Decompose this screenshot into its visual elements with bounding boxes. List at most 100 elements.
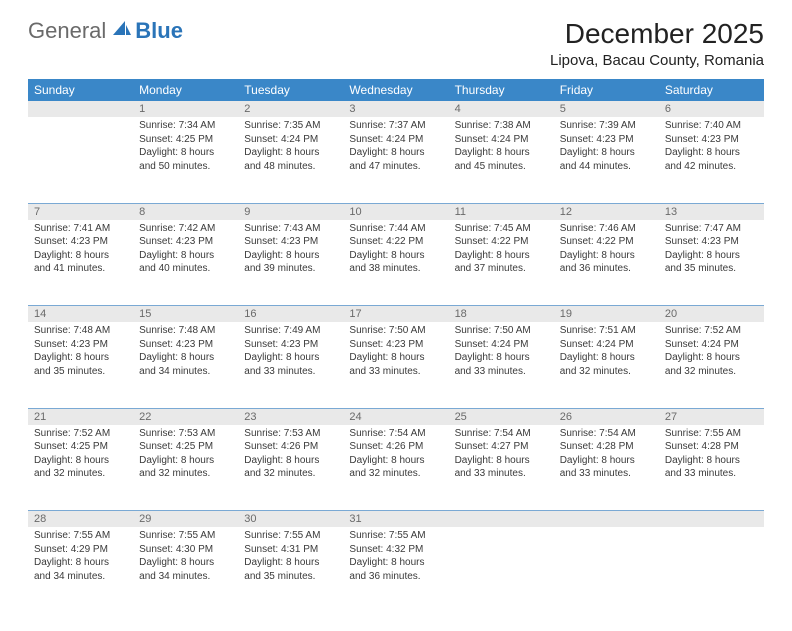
sunset-text: Sunset: 4:32 PM xyxy=(349,543,442,557)
sunset-text: Sunset: 4:23 PM xyxy=(139,338,232,352)
day-header: Saturday xyxy=(659,79,764,101)
sunrise-text: Sunrise: 7:50 AM xyxy=(455,324,548,338)
day-number xyxy=(554,511,659,528)
daylight-text: Daylight: 8 hours and 36 minutes. xyxy=(349,556,442,583)
day-cell: Sunrise: 7:35 AMSunset: 4:24 PMDaylight:… xyxy=(238,117,343,203)
day-number: 11 xyxy=(449,203,554,220)
day-number: 28 xyxy=(28,511,133,528)
daylight-text: Daylight: 8 hours and 32 minutes. xyxy=(139,454,232,481)
daylight-text: Daylight: 8 hours and 36 minutes. xyxy=(560,249,653,276)
daylight-text: Daylight: 8 hours and 33 minutes. xyxy=(244,351,337,378)
logo: General Blue xyxy=(28,18,183,44)
daylight-text: Daylight: 8 hours and 50 minutes. xyxy=(139,146,232,173)
daylight-text: Daylight: 8 hours and 34 minutes. xyxy=(34,556,127,583)
day-number: 5 xyxy=(554,101,659,117)
sunset-text: Sunset: 4:30 PM xyxy=(139,543,232,557)
daylight-text: Daylight: 8 hours and 47 minutes. xyxy=(349,146,442,173)
day-number xyxy=(449,511,554,528)
sunset-text: Sunset: 4:25 PM xyxy=(34,440,127,454)
day-number: 19 xyxy=(554,306,659,323)
day-cell: Sunrise: 7:53 AMSunset: 4:26 PMDaylight:… xyxy=(238,425,343,511)
sunrise-text: Sunrise: 7:48 AM xyxy=(139,324,232,338)
sunrise-text: Sunrise: 7:54 AM xyxy=(455,427,548,441)
day-number: 8 xyxy=(133,203,238,220)
sunset-text: Sunset: 4:23 PM xyxy=(34,235,127,249)
header: General Blue December 2025 Lipova, Bacau… xyxy=(28,18,764,69)
daylight-text: Daylight: 8 hours and 32 minutes. xyxy=(665,351,758,378)
day-number: 4 xyxy=(449,101,554,117)
sunset-text: Sunset: 4:25 PM xyxy=(139,133,232,147)
day-cell: Sunrise: 7:50 AMSunset: 4:23 PMDaylight:… xyxy=(343,322,448,408)
sunrise-text: Sunrise: 7:49 AM xyxy=(244,324,337,338)
day-cell: Sunrise: 7:39 AMSunset: 4:23 PMDaylight:… xyxy=(554,117,659,203)
day-number: 2 xyxy=(238,101,343,117)
day-number xyxy=(659,511,764,528)
day-cell: Sunrise: 7:45 AMSunset: 4:22 PMDaylight:… xyxy=(449,220,554,306)
day-number: 17 xyxy=(343,306,448,323)
day-number: 22 xyxy=(133,408,238,425)
day-number: 12 xyxy=(554,203,659,220)
daylight-text: Daylight: 8 hours and 37 minutes. xyxy=(455,249,548,276)
day-number: 7 xyxy=(28,203,133,220)
day-header-row: Sunday Monday Tuesday Wednesday Thursday… xyxy=(28,79,764,101)
day-number: 15 xyxy=(133,306,238,323)
sunset-text: Sunset: 4:23 PM xyxy=(349,338,442,352)
daylight-text: Daylight: 8 hours and 44 minutes. xyxy=(560,146,653,173)
day-number: 26 xyxy=(554,408,659,425)
content-row: Sunrise: 7:55 AMSunset: 4:29 PMDaylight:… xyxy=(28,527,764,613)
sunrise-text: Sunrise: 7:46 AM xyxy=(560,222,653,236)
day-cell: Sunrise: 7:51 AMSunset: 4:24 PMDaylight:… xyxy=(554,322,659,408)
day-cell: Sunrise: 7:48 AMSunset: 4:23 PMDaylight:… xyxy=(133,322,238,408)
sunset-text: Sunset: 4:24 PM xyxy=(455,133,548,147)
sunrise-text: Sunrise: 7:44 AM xyxy=(349,222,442,236)
day-cell: Sunrise: 7:55 AMSunset: 4:28 PMDaylight:… xyxy=(659,425,764,511)
day-cell xyxy=(554,527,659,613)
day-cell: Sunrise: 7:48 AMSunset: 4:23 PMDaylight:… xyxy=(28,322,133,408)
sunset-text: Sunset: 4:27 PM xyxy=(455,440,548,454)
day-cell: Sunrise: 7:55 AMSunset: 4:32 PMDaylight:… xyxy=(343,527,448,613)
day-cell: Sunrise: 7:55 AMSunset: 4:31 PMDaylight:… xyxy=(238,527,343,613)
daylight-text: Daylight: 8 hours and 32 minutes. xyxy=(349,454,442,481)
content-row: Sunrise: 7:34 AMSunset: 4:25 PMDaylight:… xyxy=(28,117,764,203)
day-header: Friday xyxy=(554,79,659,101)
day-number: 29 xyxy=(133,511,238,528)
sunset-text: Sunset: 4:22 PM xyxy=(349,235,442,249)
day-number: 20 xyxy=(659,306,764,323)
daylight-text: Daylight: 8 hours and 33 minutes. xyxy=(455,351,548,378)
sunrise-text: Sunrise: 7:39 AM xyxy=(560,119,653,133)
sunset-text: Sunset: 4:23 PM xyxy=(139,235,232,249)
sunrise-text: Sunrise: 7:55 AM xyxy=(665,427,758,441)
sunrise-text: Sunrise: 7:37 AM xyxy=(349,119,442,133)
day-number: 13 xyxy=(659,203,764,220)
sunset-text: Sunset: 4:26 PM xyxy=(349,440,442,454)
sunset-text: Sunset: 4:23 PM xyxy=(665,235,758,249)
logo-text-general: General xyxy=(28,18,106,44)
daylight-text: Daylight: 8 hours and 32 minutes. xyxy=(244,454,337,481)
sunset-text: Sunset: 4:22 PM xyxy=(560,235,653,249)
day-cell: Sunrise: 7:34 AMSunset: 4:25 PMDaylight:… xyxy=(133,117,238,203)
day-number: 21 xyxy=(28,408,133,425)
day-cell: Sunrise: 7:42 AMSunset: 4:23 PMDaylight:… xyxy=(133,220,238,306)
sunset-text: Sunset: 4:23 PM xyxy=(34,338,127,352)
daynum-row: 123456 xyxy=(28,101,764,117)
day-cell: Sunrise: 7:41 AMSunset: 4:23 PMDaylight:… xyxy=(28,220,133,306)
day-number: 6 xyxy=(659,101,764,117)
sunset-text: Sunset: 4:31 PM xyxy=(244,543,337,557)
logo-text-blue: Blue xyxy=(135,18,183,44)
day-cell: Sunrise: 7:37 AMSunset: 4:24 PMDaylight:… xyxy=(343,117,448,203)
day-number: 1 xyxy=(133,101,238,117)
sunrise-text: Sunrise: 7:55 AM xyxy=(139,529,232,543)
day-number: 9 xyxy=(238,203,343,220)
day-cell: Sunrise: 7:54 AMSunset: 4:27 PMDaylight:… xyxy=(449,425,554,511)
day-cell xyxy=(449,527,554,613)
day-cell: Sunrise: 7:46 AMSunset: 4:22 PMDaylight:… xyxy=(554,220,659,306)
day-header: Sunday xyxy=(28,79,133,101)
sunrise-text: Sunrise: 7:52 AM xyxy=(665,324,758,338)
daylight-text: Daylight: 8 hours and 32 minutes. xyxy=(34,454,127,481)
sunrise-text: Sunrise: 7:34 AM xyxy=(139,119,232,133)
sunset-text: Sunset: 4:23 PM xyxy=(244,338,337,352)
daylight-text: Daylight: 8 hours and 33 minutes. xyxy=(665,454,758,481)
sunrise-text: Sunrise: 7:53 AM xyxy=(244,427,337,441)
daylight-text: Daylight: 8 hours and 40 minutes. xyxy=(139,249,232,276)
day-cell: Sunrise: 7:40 AMSunset: 4:23 PMDaylight:… xyxy=(659,117,764,203)
